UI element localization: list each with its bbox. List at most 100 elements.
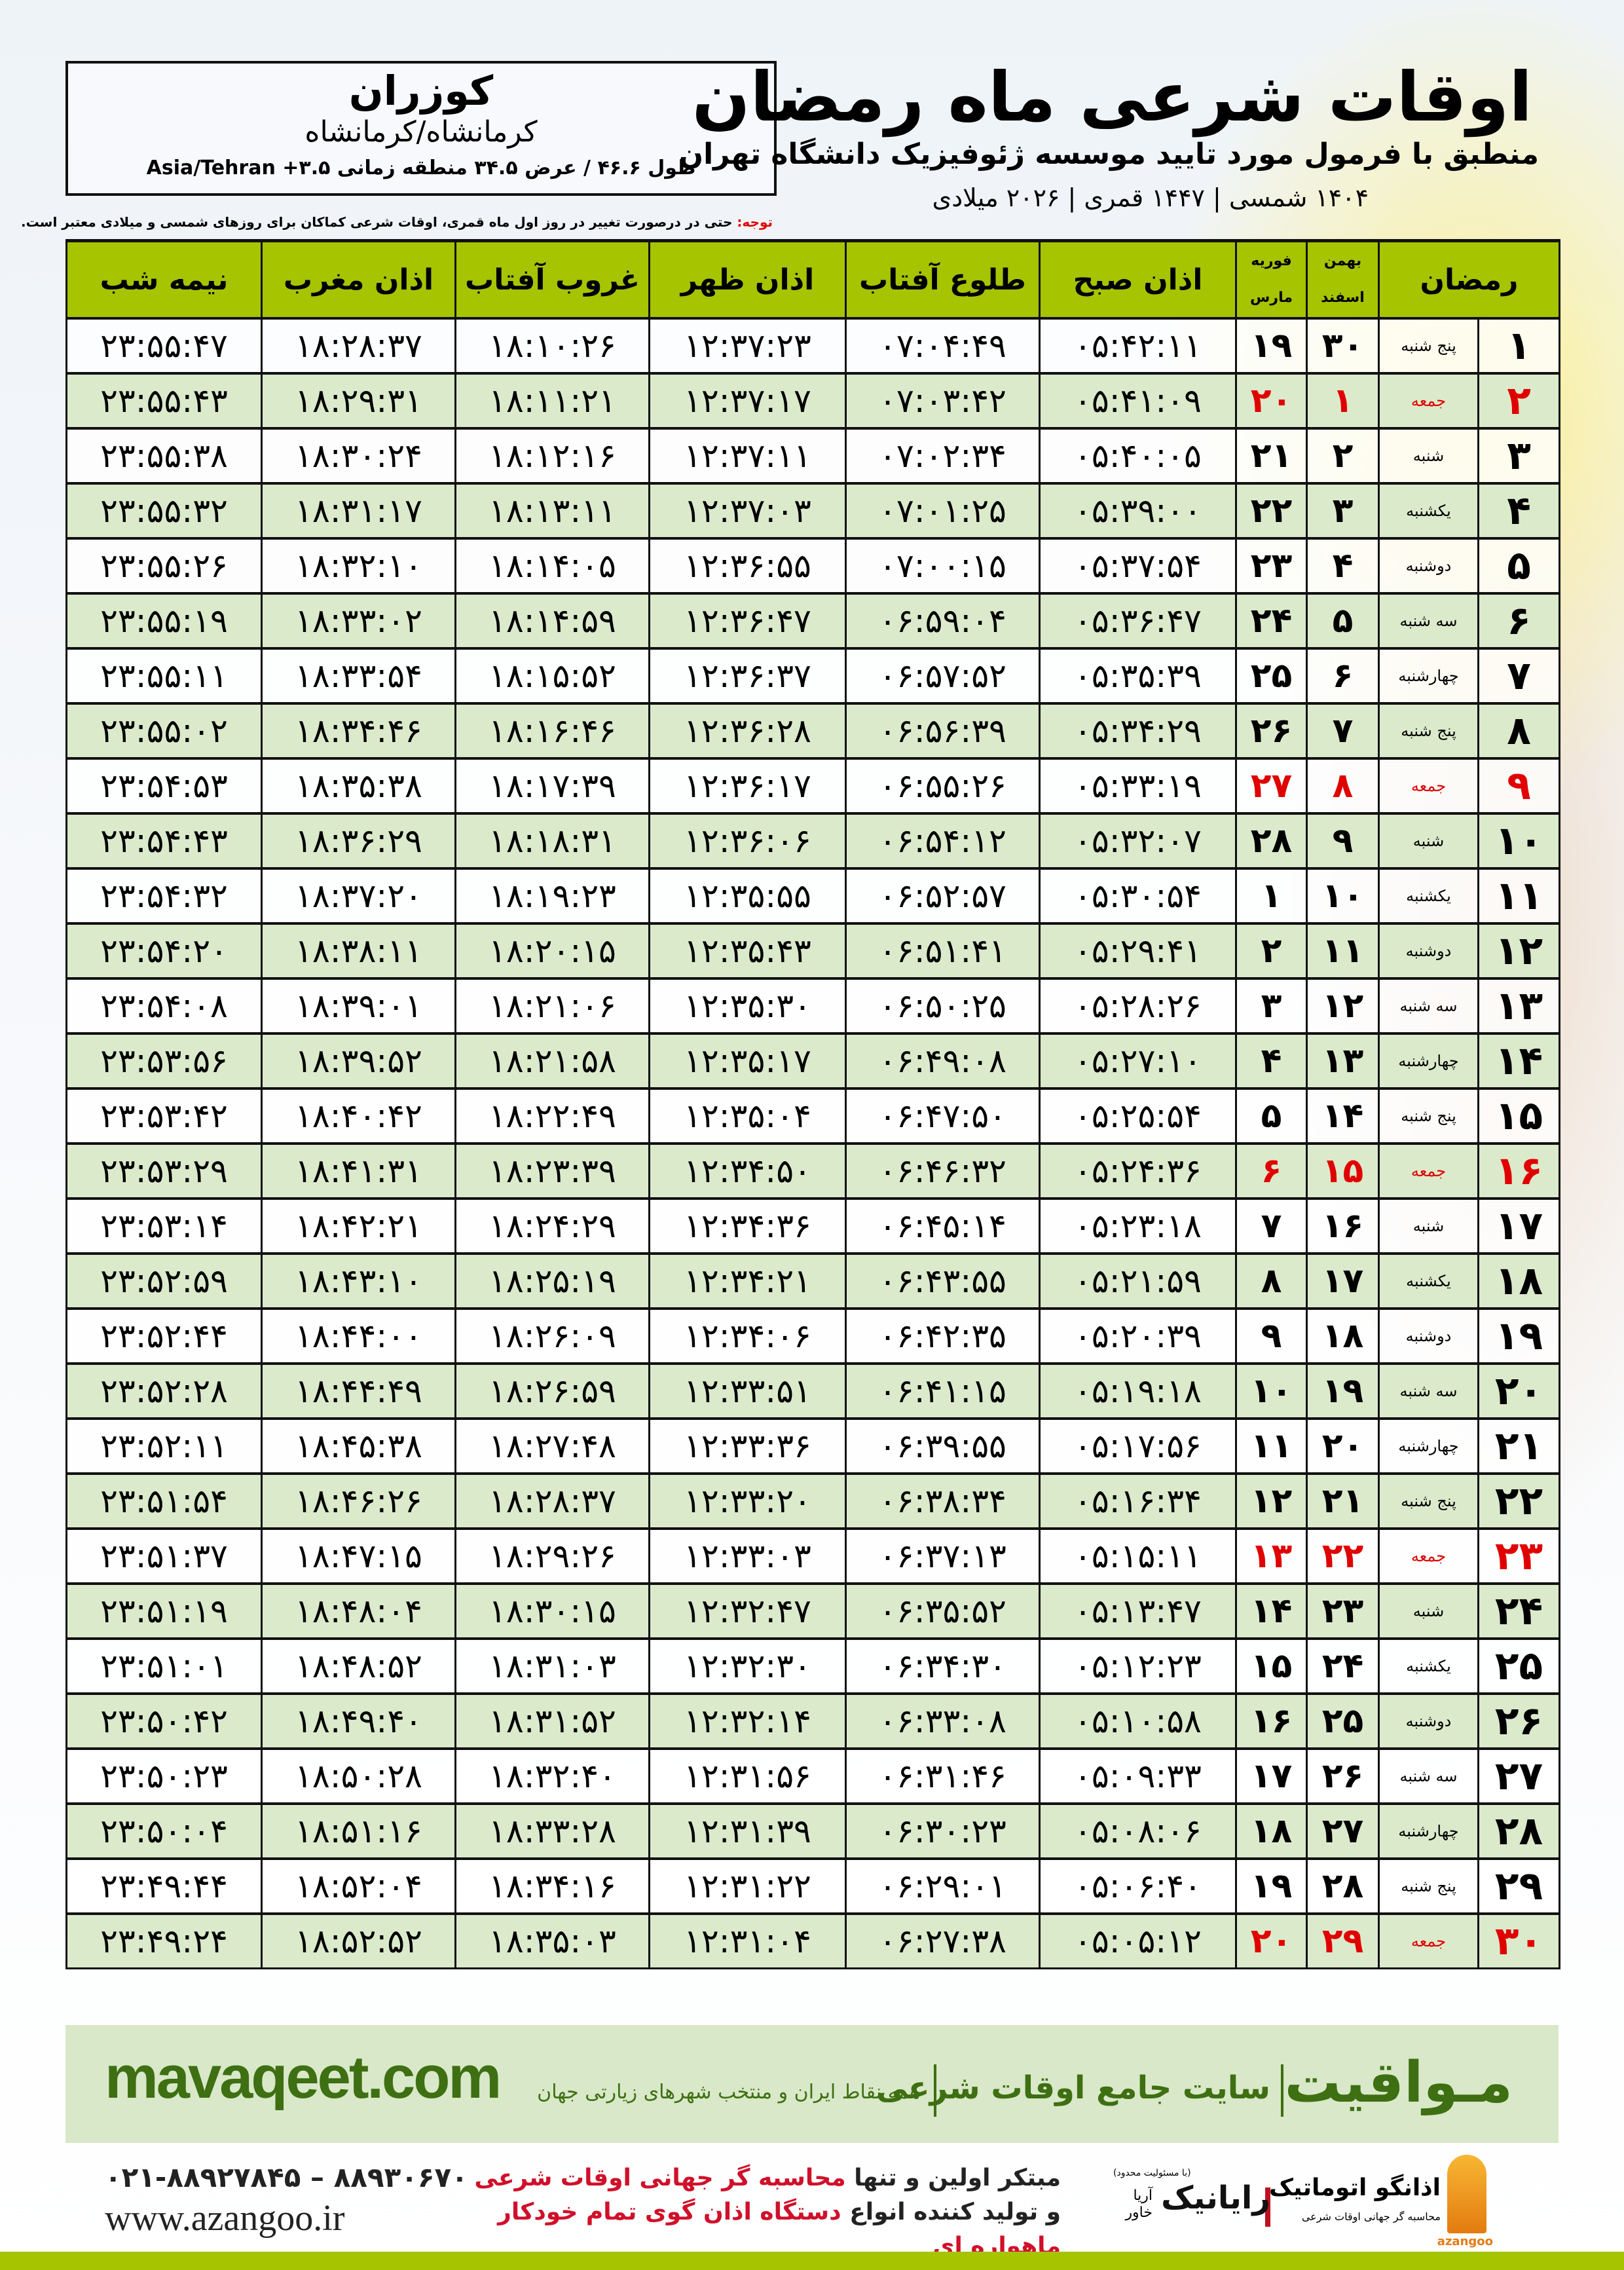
gregorian-day-cell: ۲۵ — [1235, 647, 1308, 705]
divider — [934, 2064, 936, 2117]
persian-day-cell: ۲۰ — [1306, 1417, 1380, 1475]
maghrib-cell: ۱۸:۳۲:۱۰ — [261, 537, 456, 595]
dhuhr-cell: ۱۲:۳۳:۳۶ — [648, 1417, 847, 1475]
sunset-cell: ۱۸:۳۴:۱۶ — [454, 1857, 650, 1915]
prayer-times-table: رمضان بهمن اسفند فوریه مارس اذان صبح طلوع … — [65, 239, 1561, 1969]
ramadan-day-cell: ۷ — [1477, 647, 1561, 705]
ramadan-day-cell: ۱۶ — [1477, 1142, 1561, 1200]
maghrib-cell: ۱۸:۴۵:۳۸ — [261, 1417, 456, 1475]
minaret-icon — [1447, 2155, 1486, 2233]
ramadan-day-cell: ۲۴ — [1477, 1582, 1561, 1640]
weekday-cell: پنج شنبه — [1377, 317, 1480, 375]
fajr-cell: ۰۵:۳۹:۰۰ — [1039, 482, 1237, 540]
sunset-cell: ۱۸:۱۶:۴۶ — [454, 702, 650, 760]
banner-url[interactable]: mavaqeet.com — [105, 2044, 502, 2111]
ramadan-day-cell: ۲۶ — [1477, 1692, 1561, 1750]
header-gregorian-month-bottom: مارس — [1250, 289, 1293, 306]
year-line: ۱۴۰۴ شمسی | ۱۴۴۷ قمری | ۲۰۲۶ میلادی — [932, 183, 1369, 212]
website-link[interactable]: www.azangoo.ir — [105, 2198, 345, 2239]
maghrib-cell: ۱۸:۴۱:۳۱ — [261, 1142, 456, 1200]
table-row: ۲۷ سه شنبه ۲۶ ۱۷ ۰۵:۰۹:۳۳ ۰۶:۳۱:۴۶ ۱۲:۳۱:۵۶ ۱۸:… — [65, 1747, 1561, 1805]
mavaqeet-logo: مـواقیت — [1284, 2050, 1513, 2115]
sunrise-cell: ۰۶:۵۶:۳۹ — [845, 702, 1041, 760]
gregorian-day-cell: ۱۶ — [1235, 1692, 1308, 1750]
ramadan-day-cell: ۱۰ — [1477, 812, 1561, 870]
table-row: ۲۹ پنج شنبه ۲۸ ۱۹ ۰۵:۰۶:۴۰ ۰۶:۲۹:۰۱ ۱۲:۳۱:۲۲ ۱۸… — [65, 1857, 1561, 1915]
sunrise-cell: ۰۶:۳۱:۴۶ — [845, 1747, 1041, 1805]
midnight-cell: ۲۳:۵۲:۱۱ — [65, 1417, 263, 1475]
sunset-cell: ۱۸:۱۴:۰۵ — [454, 537, 650, 595]
gregorian-day-cell: ۲ — [1235, 922, 1308, 980]
location-name: کوزران — [348, 67, 494, 115]
gregorian-day-cell: ۱۴ — [1235, 1582, 1308, 1640]
fajr-cell: ۰۵:۳۲:۰۷ — [1039, 812, 1237, 870]
persian-day-cell: ۵ — [1306, 592, 1380, 650]
maghrib-cell: ۱۸:۳۱:۱۷ — [261, 482, 456, 540]
header-gregorian-month: فوریه مارس — [1235, 239, 1308, 320]
note-text: حتی در درصورت تغییر در روز اول ماه قمری،… — [21, 214, 737, 230]
sunrise-cell: ۰۷:۰۴:۴۹ — [845, 317, 1041, 375]
midnight-cell: ۲۳:۵۲:۴۴ — [65, 1307, 263, 1365]
weekday-cell: پنج شنبه — [1377, 1087, 1480, 1145]
sunrise-cell: ۰۷:۰۱:۲۵ — [845, 482, 1041, 540]
header-fajr: اذان صبح — [1039, 239, 1237, 320]
weekday-cell: شنبه — [1377, 1197, 1480, 1255]
sunrise-cell: ۰۷:۰۰:۱۵ — [845, 537, 1041, 595]
header-ramadan: رمضان — [1377, 239, 1561, 320]
fajr-cell: ۰۵:۱۷:۵۶ — [1039, 1417, 1237, 1475]
table-row: ۳ شنبه ۲ ۲۱ ۰۵:۴۰:۰۵ ۰۷:۰۲:۳۴ ۱۲:۳۷:۱۱ ۱۸:۱۲:۱۶… — [65, 427, 1561, 485]
maghrib-cell: ۱۸:۴۰:۴۲ — [261, 1087, 456, 1145]
sunrise-cell: ۰۶:۵۱:۴۱ — [845, 922, 1041, 980]
persian-day-cell: ۱ — [1306, 372, 1380, 430]
dhuhr-cell: ۱۲:۳۴:۵۰ — [648, 1142, 847, 1200]
table-row: ۱۶ جمعه ۱۵ ۶ ۰۵:۲۴:۳۶ ۰۶:۴۶:۳۲ ۱۲:۳۴:۵۰ ۱۸:۲۳:۳… — [65, 1142, 1561, 1200]
sunrise-cell: ۰۶:۳۴:۳۰ — [845, 1637, 1041, 1695]
midnight-cell: ۲۳:۵۲:۵۹ — [65, 1252, 263, 1310]
sunset-cell: ۱۸:۱۹:۲۳ — [454, 867, 650, 925]
weekday-cell: دوشنبه — [1377, 1307, 1480, 1365]
rayanik-small: (با مسئولیت محدود) — [1113, 2168, 1191, 2178]
weekday-cell: جمعه — [1377, 1142, 1480, 1200]
fajr-cell: ۰۵:۱۲:۲۳ — [1039, 1637, 1237, 1695]
fajr-cell: ۰۵:۲۵:۵۴ — [1039, 1087, 1237, 1145]
weekday-cell: سه شنبه — [1377, 977, 1480, 1035]
table-row: ۲۲ پنج شنبه ۲۱ ۱۲ ۰۵:۱۶:۳۴ ۰۶:۳۸:۳۴ ۱۲:۳۳:۲۰ ۱۸… — [65, 1472, 1561, 1530]
table-header-row: رمضان بهمن اسفند فوریه مارس اذان صبح طلوع … — [65, 239, 1561, 320]
dhuhr-cell: ۱۲:۳۲:۳۰ — [648, 1637, 847, 1695]
fajr-cell: ۰۵:۴۲:۱۱ — [1039, 317, 1237, 375]
persian-day-cell: ۷ — [1306, 702, 1380, 760]
persian-day-cell: ۲۵ — [1306, 1692, 1380, 1750]
midnight-cell: ۲۳:۵۰:۰۴ — [65, 1802, 263, 1860]
maghrib-cell: ۱۸:۲۸:۳۷ — [261, 317, 456, 375]
table-row: ۲۶ دوشنبه ۲۵ ۱۶ ۰۵:۱۰:۵۸ ۰۶:۳۳:۰۸ ۱۲:۳۲:۱۴ ۱۸:۳… — [65, 1692, 1561, 1750]
persian-day-cell: ۴ — [1306, 537, 1380, 595]
header-dhuhr: اذان ظهر — [648, 239, 847, 320]
midnight-cell: ۲۳:۵۵:۱۱ — [65, 647, 263, 705]
sunset-cell: ۱۸:۳۲:۴۰ — [454, 1747, 650, 1805]
azangoo-sub: محاسبه گر جهانی اوقات شرعی — [1301, 2210, 1441, 2223]
midnight-cell: ۲۳:۵۰:۲۳ — [65, 1747, 263, 1805]
table-row: ۲۵ یکشنبه ۲۴ ۱۵ ۰۵:۱۲:۲۳ ۰۶:۳۴:۳۰ ۱۲:۳۲:۳۰ ۱۸:۳… — [65, 1637, 1561, 1695]
sunset-cell: ۱۸:۳۱:۵۲ — [454, 1692, 650, 1750]
gregorian-day-cell: ۱۷ — [1235, 1747, 1308, 1805]
table-row: ۱۱ یکشنبه ۱۰ ۱ ۰۵:۳۰:۵۴ ۰۶:۵۲:۵۷ ۱۲:۳۵:۵۵ ۱۸:۱۹… — [65, 867, 1561, 925]
midnight-cell: ۲۳:۵۳:۱۴ — [65, 1197, 263, 1255]
fajr-cell: ۰۵:۴۰:۰۵ — [1039, 427, 1237, 485]
persian-day-cell: ۱۶ — [1306, 1197, 1380, 1255]
table-row: ۲ جمعه ۱ ۲۰ ۰۵:۴۱:۰۹ ۰۷:۰۳:۴۲ ۱۲:۳۷:۱۷ ۱۸:۱۱:۲۱… — [65, 372, 1561, 430]
sunset-cell: ۱۸:۳۵:۰۳ — [454, 1912, 650, 1969]
table-row: ۱۹ دوشنبه ۱۸ ۹ ۰۵:۲۰:۳۹ ۰۶:۴۲:۳۵ ۱۲:۳۴:۰۶ ۱۸:۲۶… — [65, 1307, 1561, 1365]
fajr-cell: ۰۵:۳۶:۴۷ — [1039, 592, 1237, 650]
table-row: ۱۰ شنبه ۹ ۲۸ ۰۵:۳۲:۰۷ ۰۶:۵۴:۱۲ ۱۲:۳۶:۰۶ ۱۸:۱۸:۳… — [65, 812, 1561, 870]
weekday-cell: یکشنبه — [1377, 1637, 1480, 1695]
weekday-cell: شنبه — [1377, 812, 1480, 870]
weekday-cell: سه شنبه — [1377, 592, 1480, 650]
midnight-cell: ۲۳:۵۴:۰۸ — [65, 977, 263, 1035]
sunrise-cell: ۰۷:۰۲:۳۴ — [845, 427, 1041, 485]
sunrise-cell: ۰۶:۴۵:۱۴ — [845, 1197, 1041, 1255]
dhuhr-cell: ۱۲:۳۶:۲۸ — [648, 702, 847, 760]
maghrib-cell: ۱۸:۴۹:۴۰ — [261, 1692, 456, 1750]
sunrise-cell: ۰۶:۵۰:۲۵ — [845, 977, 1041, 1035]
persian-day-cell: ۲۳ — [1306, 1582, 1380, 1640]
fajr-cell: ۰۵:۰۸:۰۶ — [1039, 1802, 1237, 1860]
